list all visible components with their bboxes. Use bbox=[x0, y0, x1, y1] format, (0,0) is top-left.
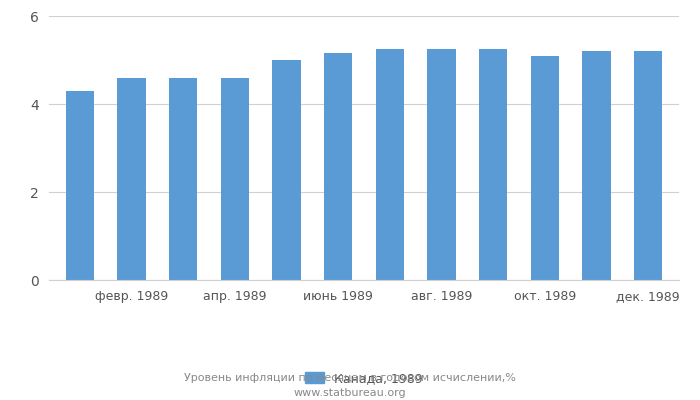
Bar bbox=[427, 49, 456, 280]
Bar bbox=[634, 51, 662, 280]
Text: Уровень инфляции по месяцам в годовом исчислении,%: Уровень инфляции по месяцам в годовом ис… bbox=[184, 373, 516, 383]
Bar bbox=[531, 56, 559, 280]
Bar bbox=[376, 49, 404, 280]
Legend: Канада, 1989: Канада, 1989 bbox=[305, 372, 423, 385]
Bar bbox=[220, 78, 249, 280]
Bar bbox=[272, 60, 301, 280]
Bar bbox=[169, 78, 197, 280]
Bar bbox=[324, 53, 352, 280]
Text: www.statbureau.org: www.statbureau.org bbox=[294, 388, 406, 398]
Bar bbox=[479, 49, 507, 280]
Bar bbox=[66, 91, 94, 280]
Bar bbox=[118, 78, 146, 280]
Bar bbox=[582, 51, 610, 280]
